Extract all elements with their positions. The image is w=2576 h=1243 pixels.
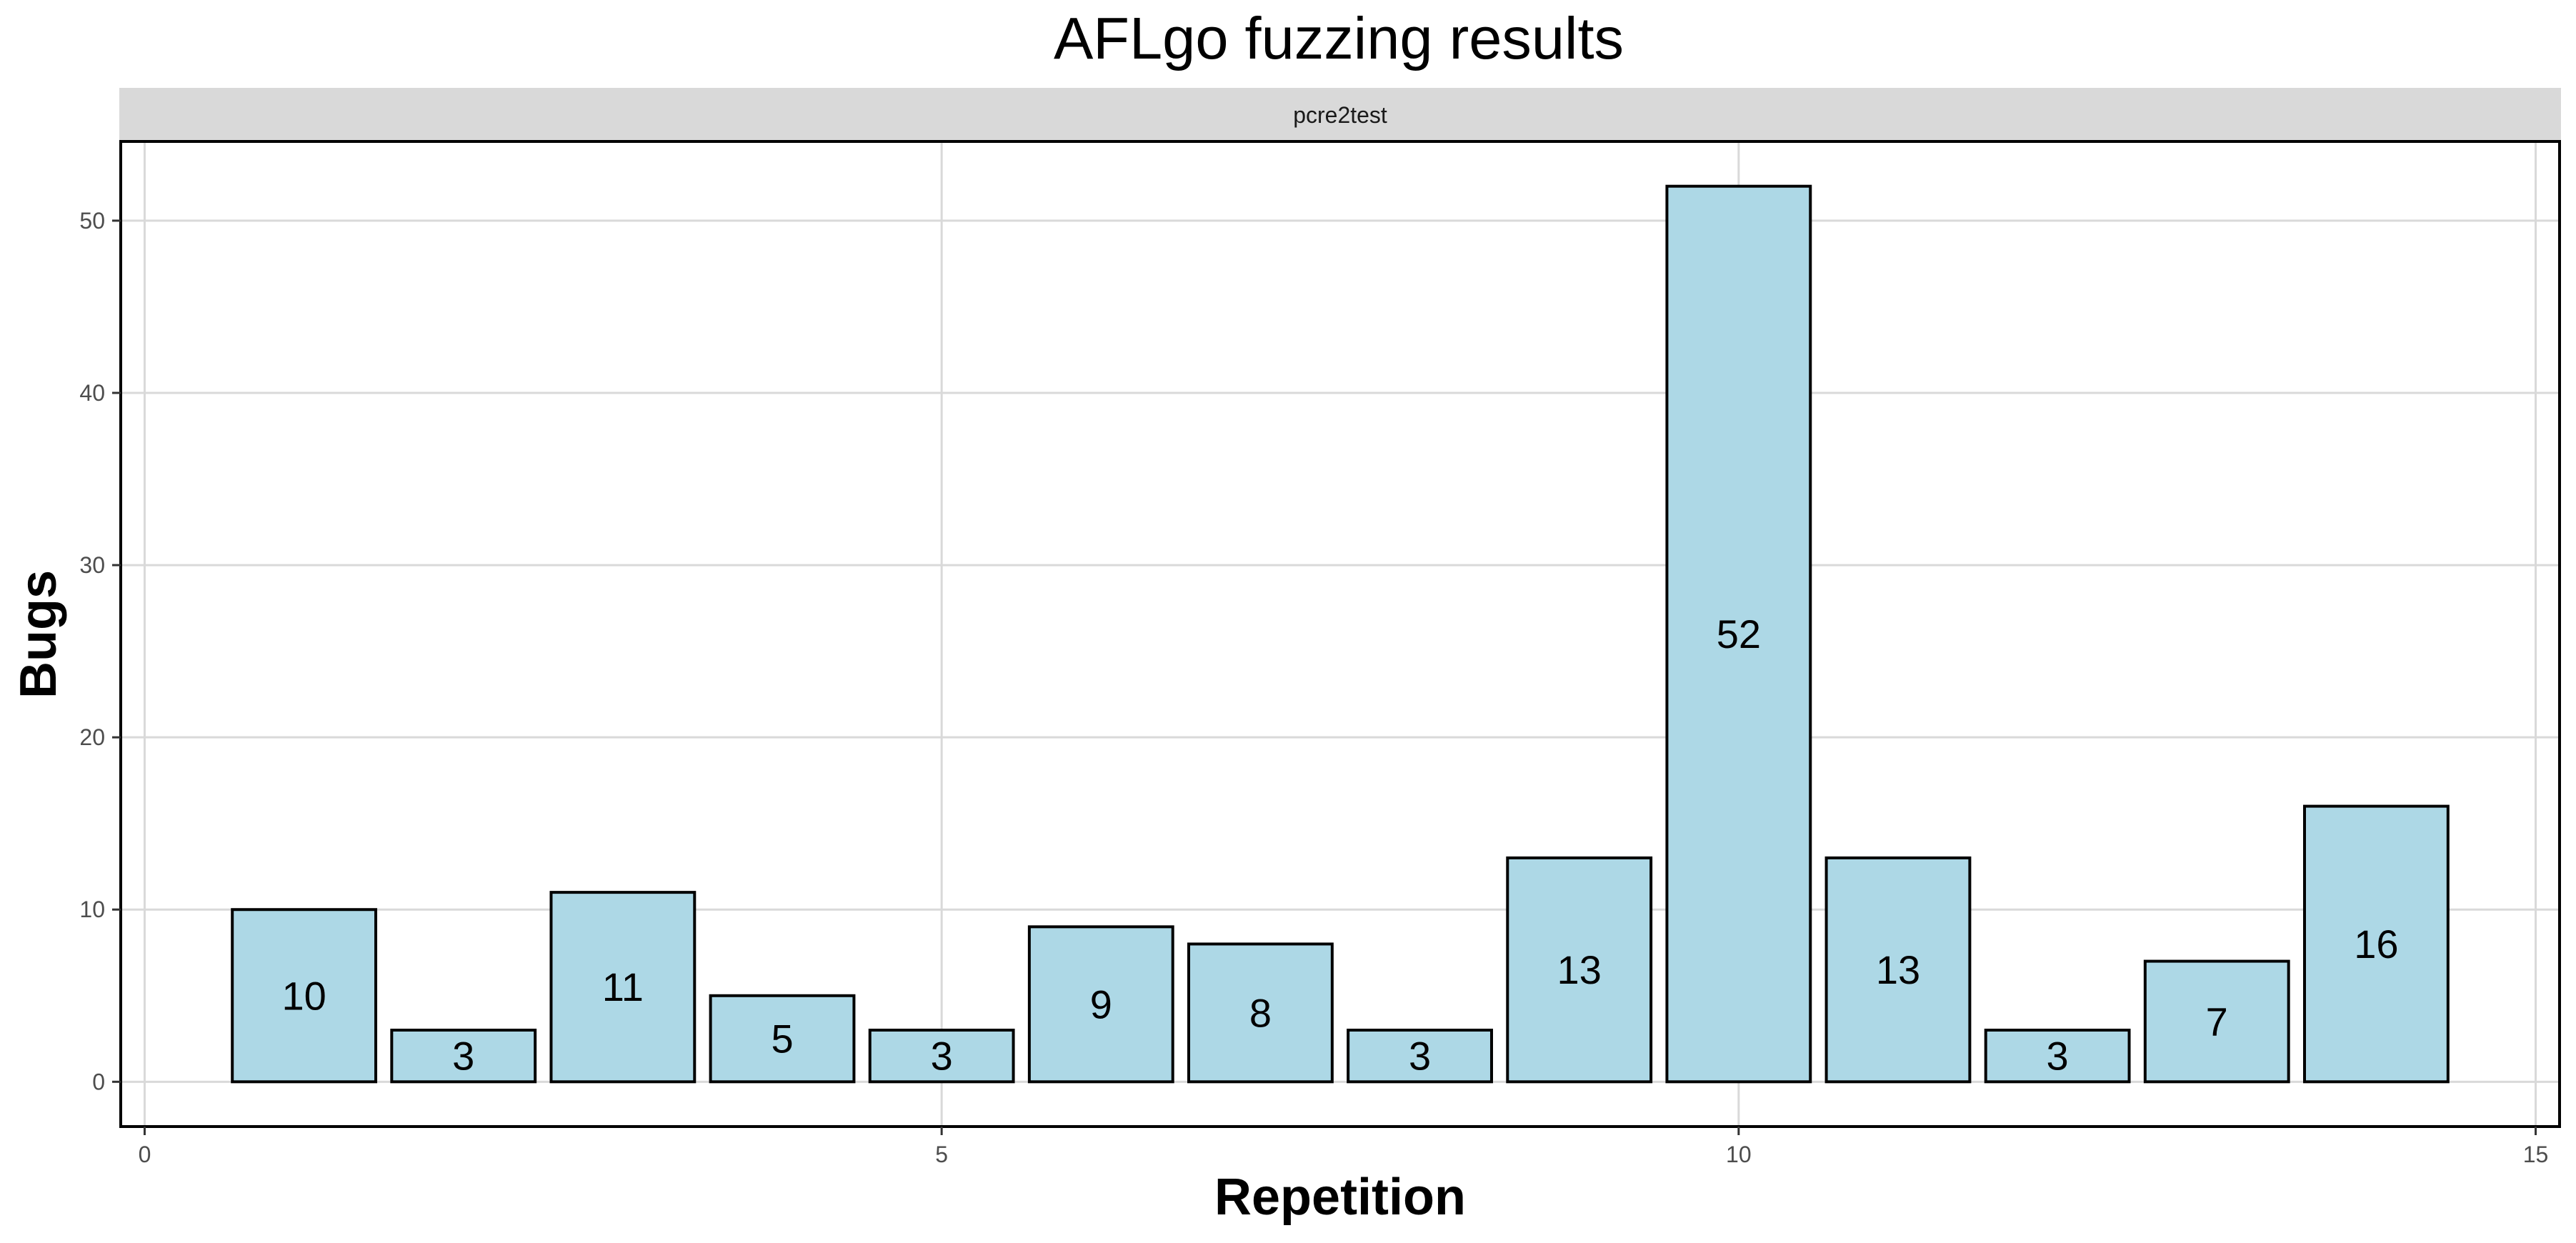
bar bbox=[868, 1028, 1015, 1084]
facet-label: pcre2test bbox=[1293, 102, 1387, 128]
bar bbox=[1506, 856, 1653, 1084]
bar-value-label: 16 bbox=[2354, 922, 2398, 967]
bar bbox=[2302, 804, 2450, 1084]
y-axis: 0 10 20 30 40 50 bbox=[79, 208, 121, 1094]
bar bbox=[1984, 1028, 2131, 1084]
bar-value-label: 9 bbox=[1090, 982, 1112, 1027]
y-axis-title: Bugs bbox=[10, 570, 67, 699]
x-tick-label: 5 bbox=[935, 1142, 948, 1167]
bar-value-label: 10 bbox=[281, 973, 326, 1018]
bar bbox=[1665, 184, 1812, 1084]
bar-value-label: 11 bbox=[602, 964, 644, 1009]
bar-value-label: 13 bbox=[1876, 947, 1920, 992]
bar-value-label: 3 bbox=[1409, 1034, 1431, 1079]
y-tick-label: 10 bbox=[79, 897, 105, 922]
bar bbox=[231, 908, 378, 1084]
bar-value-label: 3 bbox=[452, 1034, 474, 1079]
bar bbox=[1347, 1028, 1493, 1084]
y-tick-label: 20 bbox=[79, 724, 105, 750]
x-axis-title: Repetition bbox=[1214, 1169, 1466, 1226]
chart-title: AFLgo fuzzing results bbox=[1054, 5, 1624, 71]
bar-value-label: 8 bbox=[1249, 990, 1272, 1035]
plot-border bbox=[119, 140, 2561, 1128]
x-tick-label: 10 bbox=[1726, 1142, 1752, 1167]
y-tick-label: 50 bbox=[79, 208, 105, 234]
facet-strip bbox=[119, 88, 2561, 141]
bar bbox=[1824, 856, 1972, 1084]
bar bbox=[390, 1028, 537, 1084]
x-axis: 0 5 10 15 bbox=[139, 1127, 2549, 1167]
y-tick-label: 40 bbox=[79, 380, 105, 406]
x-tick-label: 15 bbox=[2523, 1142, 2549, 1167]
bar-value-label: 3 bbox=[931, 1034, 953, 1079]
bar-labels: 10 3 11 5 3 9 8 3 13 52 13 3 7 16 bbox=[281, 611, 2398, 1079]
bar-value-label: 13 bbox=[1557, 947, 1602, 992]
y-tick-label: 0 bbox=[92, 1069, 105, 1094]
bar-value-label: 52 bbox=[1717, 611, 1761, 657]
bars bbox=[231, 184, 2450, 1084]
bar-value-label: 7 bbox=[2206, 999, 2228, 1044]
bar bbox=[709, 994, 856, 1084]
bar bbox=[549, 891, 697, 1084]
bar bbox=[1027, 925, 1174, 1084]
bar bbox=[2143, 959, 2290, 1084]
x-tick-label: 0 bbox=[139, 1142, 151, 1167]
bar-value-label: 3 bbox=[2047, 1034, 2069, 1079]
bar-value-label: 5 bbox=[771, 1017, 793, 1062]
y-tick-label: 30 bbox=[79, 552, 105, 578]
bar bbox=[1187, 942, 1334, 1084]
